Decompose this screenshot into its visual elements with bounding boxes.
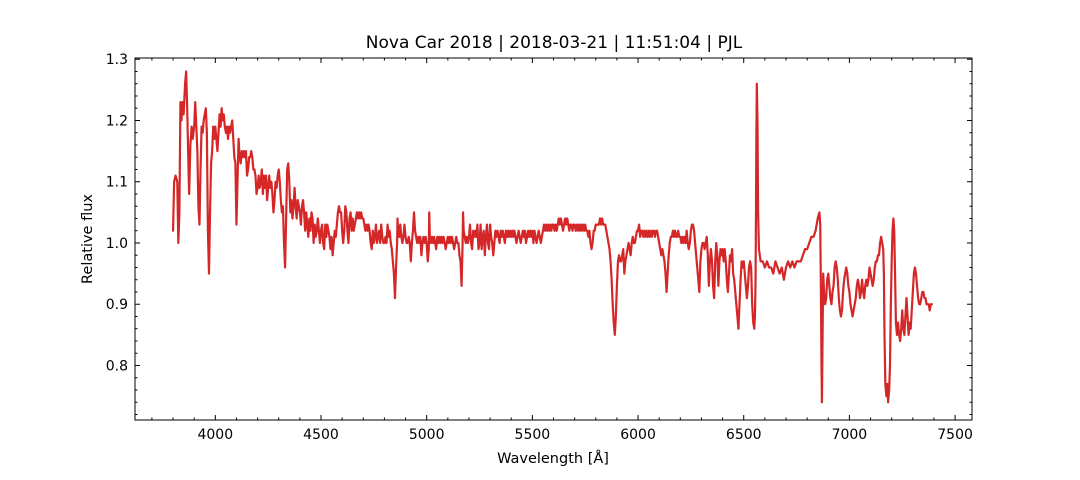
- y-tick-label: 0.9: [106, 297, 128, 313]
- y-tick-label: 1.0: [106, 236, 128, 252]
- x-tick-label: 4000: [197, 427, 233, 443]
- x-tick-label: 5000: [409, 427, 445, 443]
- tick-labels: 4000 4500 5000 5500 6000 6500 7000 7500 0.8 0.9 1.…: [106, 52, 973, 443]
- x-tick-label: 6000: [620, 427, 656, 443]
- flux-series-line: [171, 70, 933, 404]
- x-tick-label: 6500: [726, 427, 762, 443]
- x-tick-label: 4500: [303, 427, 339, 443]
- x-tick-label: 7500: [937, 427, 973, 443]
- y-tick-label: 1.1: [106, 175, 128, 191]
- y-tick-label: 0.8: [106, 358, 128, 374]
- major-ticks: [135, 58, 972, 420]
- y-tick-label: 1.2: [106, 113, 128, 129]
- y-axis-title: Relative flux: [80, 194, 96, 284]
- plot-frame: [134, 57, 973, 421]
- y-tick-label: 1.3: [106, 52, 128, 68]
- x-axis-title: Wavelength [Å]: [497, 450, 609, 467]
- x-tick-label: 5500: [515, 427, 551, 443]
- minor-ticks: [135, 58, 972, 420]
- chart-title: Nova Car 2018 | 2018-03-21 | 11:51:04 | …: [366, 33, 743, 53]
- x-tick-label: 7000: [832, 427, 868, 443]
